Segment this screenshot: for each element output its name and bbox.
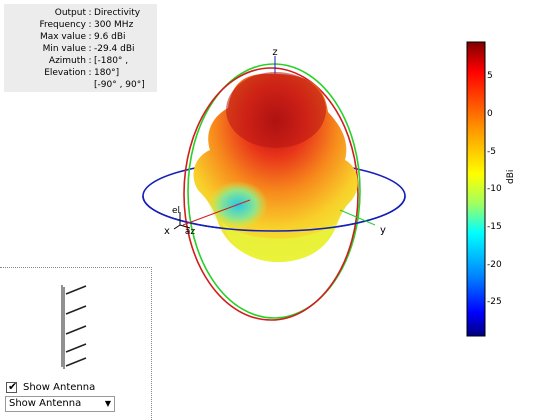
info-value: [-90° , 90°] (94, 80, 145, 90)
info-key: Min value (42, 44, 86, 54)
colorbar-tick: 0 (487, 109, 493, 119)
x-axis-label: x (164, 226, 170, 237)
colorbar (466, 41, 486, 337)
info-separator: : (88, 44, 92, 54)
info-panel: Output : Directivity Frequency : 300 MHz… (4, 4, 157, 92)
info-row-azimuth: Azimuth : [-180° , (4, 55, 157, 67)
antenna-view-dropdown[interactable]: Show Antenna ▼ (5, 396, 115, 412)
elevation-circle-yz (187, 63, 361, 319)
info-key: Max value (39, 32, 86, 42)
y-axis-label: y (380, 225, 386, 236)
info-key: Elevation (44, 68, 86, 78)
info-key: Azimuth (48, 56, 86, 66)
show-antenna-label: Show Antenna (23, 382, 96, 393)
colorbar-gradient (466, 41, 486, 337)
triad-y (179, 224, 191, 229)
check-icon: ✔ (8, 380, 18, 393)
colorbar-tick: -20 (487, 260, 502, 270)
dropdown-value: Show Antenna (9, 398, 82, 409)
info-key: Frequency (39, 20, 87, 30)
info-row-min: Min value : -29.4 dBi (4, 43, 157, 55)
antenna-model-icon (61, 285, 87, 369)
info-value: 180°] (94, 68, 120, 78)
triad-x (173, 224, 181, 230)
antenna-preview-panel (0, 267, 152, 420)
lower-lobe (222, 222, 338, 262)
info-row-max: Max value : 9.6 dBi (4, 31, 157, 43)
x-axis-line (182, 199, 251, 226)
info-separator: : (88, 56, 92, 66)
info-separator: : (88, 8, 92, 18)
colorbar-tick: -15 (487, 222, 502, 232)
colorbar-tick: -10 (487, 184, 502, 194)
info-value: 300 MHz (94, 20, 134, 30)
y-axis-line (339, 209, 376, 226)
info-value: [-180° , (94, 56, 129, 66)
chevron-down-icon: ▼ (104, 399, 111, 408)
azimuth-circle-front (142, 195, 406, 232)
info-separator: : (88, 20, 92, 30)
colorbar-unit: dBi (506, 169, 516, 184)
info-value: Directivity (94, 8, 141, 18)
radiation-pattern-plot[interactable]: z x y el az (0, 0, 460, 330)
colorbar-tick: -25 (487, 297, 502, 307)
colorbar-tick: 5 (487, 71, 493, 81)
info-row-elevation-range: [-90° , 90°] (4, 79, 157, 91)
info-value: -29.4 dBi (94, 44, 135, 54)
az-label: az (185, 227, 196, 237)
show-antenna-checkbox[interactable]: ✔ (6, 380, 18, 393)
info-separator: : (88, 32, 92, 42)
z-axis-label: z (272, 47, 277, 58)
elevation-circle-xz (183, 67, 359, 321)
el-label: el (172, 206, 180, 216)
info-separator: : (88, 68, 92, 78)
info-row-output: Output : Directivity (4, 7, 157, 19)
colorbar-tick: -5 (487, 147, 496, 157)
info-key: Output (54, 8, 86, 18)
info-row-elevation: Elevation : 180°] (4, 67, 157, 79)
info-value: 9.6 dBi (94, 32, 126, 42)
main-lobe (226, 72, 326, 148)
info-row-frequency: Frequency : 300 MHz (4, 19, 157, 31)
